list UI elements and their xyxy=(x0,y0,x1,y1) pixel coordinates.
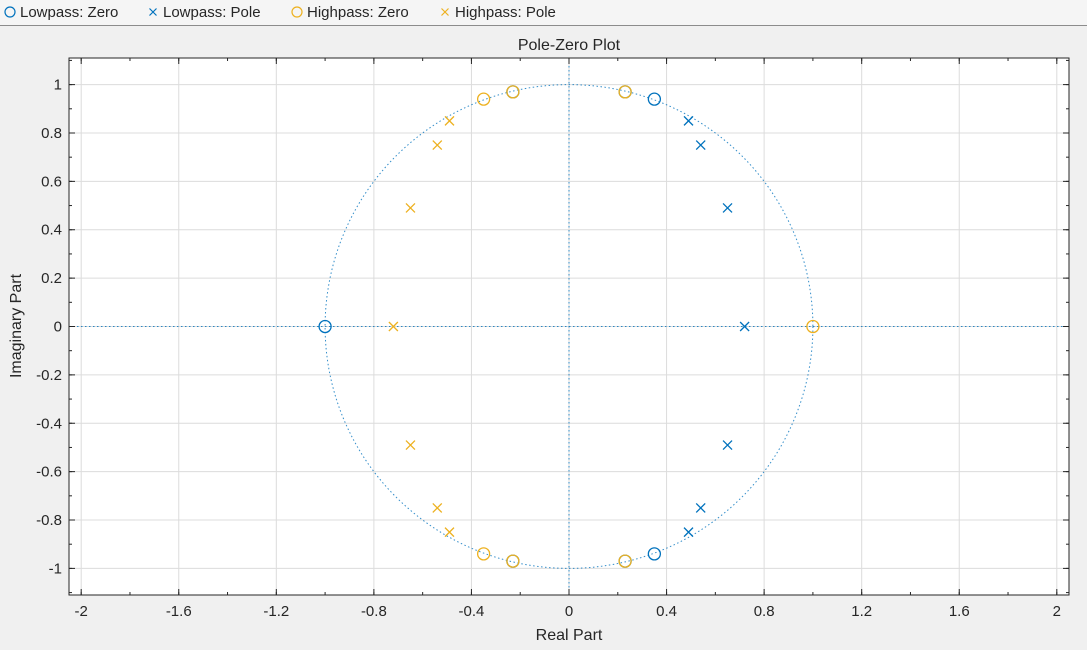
highpass-zero-marker xyxy=(506,85,520,99)
x-tick-label: -2 xyxy=(75,603,88,620)
y-tick-label: 0.4 xyxy=(41,222,62,239)
legend-item-lowpass-zero[interactable]: Lowpass: Zero xyxy=(3,3,118,21)
lowpass-pole-marker xyxy=(722,440,733,450)
unit-circle xyxy=(324,84,814,569)
y-tick-label: -0.8 xyxy=(36,512,62,529)
highpass-pole-marker xyxy=(444,115,455,126)
legend-bar: Lowpass: Zero Lowpass: Pole Highpass: Ze… xyxy=(0,0,1087,26)
y-tick-label: 0.6 xyxy=(41,173,62,190)
axis-ticks: -2 -1.6 -1.2 -0.8 -0.4 0 0.4 0.8 1.2 1.6 2 -1 -0.8 -0… xyxy=(36,58,1069,620)
legend-item-highpass-zero[interactable]: Highpass: Zero xyxy=(290,3,409,21)
cross-marker-icon xyxy=(146,5,160,19)
legend-item-lowpass-pole[interactable]: Lowpass: Pole xyxy=(146,3,261,21)
lowpass-pole-marker xyxy=(695,502,706,513)
data-markers xyxy=(318,85,820,568)
legend-item-highpass-pole[interactable]: Highpass: Pole xyxy=(438,3,556,21)
lowpass-pole-marker xyxy=(722,203,733,213)
x-tick-label: -0.8 xyxy=(361,603,387,620)
cross-marker-icon xyxy=(438,5,452,19)
y-tick-label: -0.4 xyxy=(36,415,62,432)
y-tick-label: -0.2 xyxy=(36,367,62,384)
pole-zero-chart: Pole-Zero Plot -2 -1.6 -1.2 -0.8 -0.4 0 0.4 0.8… xyxy=(8,37,1070,644)
legend-label: Lowpass: Zero xyxy=(20,3,119,21)
highpass-pole-marker xyxy=(388,321,399,332)
x-tick-label: 2 xyxy=(1053,603,1061,620)
x-tick-label: 0.8 xyxy=(754,603,775,620)
y-tick-label: -1 xyxy=(49,560,62,577)
highpass-zero-marker xyxy=(476,92,491,106)
y-axis-label: Imaginary Part xyxy=(8,273,25,378)
lowpass-zero-marker xyxy=(318,319,332,334)
lowpass-pole-marker xyxy=(683,115,694,126)
y-tick-label: 0.8 xyxy=(41,125,62,142)
highpass-pole-marker xyxy=(405,440,416,450)
highpass-zero-marker xyxy=(618,85,632,99)
chart-title: Pole-Zero Plot xyxy=(518,37,621,54)
y-tick-label: 0 xyxy=(54,319,62,336)
circle-marker-icon xyxy=(3,5,17,19)
highpass-pole-marker xyxy=(432,140,443,151)
highpass-pole-marker xyxy=(405,203,416,213)
lowpass-pole-marker xyxy=(683,527,694,538)
x-axis-label: Real Part xyxy=(536,627,603,644)
x-tick-label: 0.4 xyxy=(656,603,677,620)
highpass-zero-marker xyxy=(806,319,820,334)
lowpass-pole-marker xyxy=(739,321,750,332)
highpass-zero-marker xyxy=(618,554,632,568)
x-tick-label: -1.2 xyxy=(263,603,289,620)
circle-marker-icon xyxy=(290,5,304,19)
y-tick-label: 1 xyxy=(54,77,62,94)
lowpass-zero-marker xyxy=(647,547,662,561)
highpass-pole-marker xyxy=(444,527,455,538)
highpass-zero-marker xyxy=(506,554,520,568)
x-tick-label: -1.6 xyxy=(166,603,192,620)
x-tick-label: 1.6 xyxy=(949,603,970,620)
y-tick-label: -0.6 xyxy=(36,464,62,481)
x-tick-label: 1.2 xyxy=(851,603,872,620)
y-tick-label: 0.2 xyxy=(41,270,62,287)
highpass-zero-marker xyxy=(476,547,491,561)
guide-lines xyxy=(69,58,1069,595)
lowpass-pole-marker xyxy=(695,140,706,151)
x-tick-label: 0 xyxy=(565,603,573,620)
legend-label: Lowpass: Pole xyxy=(163,3,261,21)
legend-label: Highpass: Zero xyxy=(307,3,409,21)
lowpass-zero-marker xyxy=(647,92,662,106)
x-tick-label: -0.4 xyxy=(459,603,485,620)
legend-label: Highpass: Pole xyxy=(455,3,556,21)
highpass-pole-marker xyxy=(432,502,443,513)
